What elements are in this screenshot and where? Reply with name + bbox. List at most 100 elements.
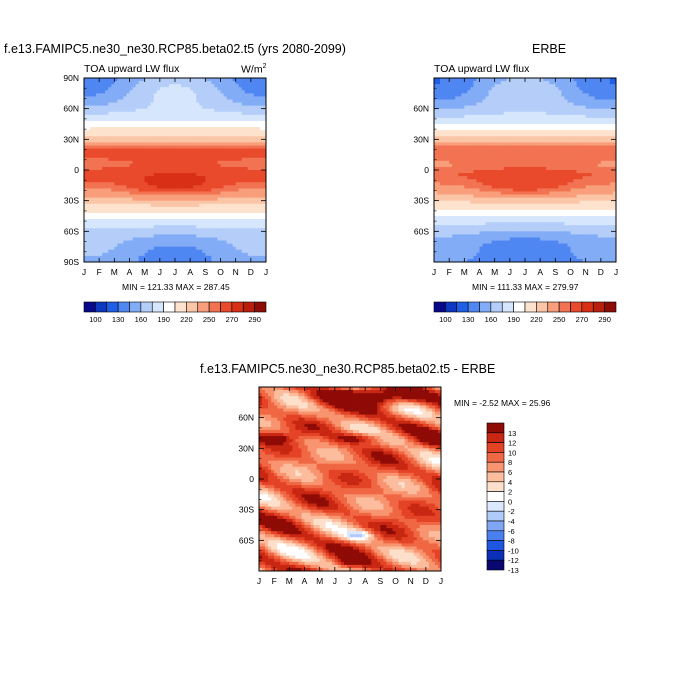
right-panel-cell: [449, 225, 453, 229]
left-panel-cell: [211, 219, 215, 223]
left-panel-cell: [211, 212, 215, 217]
right-panel-cell: [452, 185, 456, 189]
left-panel-cell: [156, 96, 161, 100]
right-panel-cell: [473, 151, 477, 156]
left-panel-cell: [102, 182, 106, 186]
left-panel-cell: [126, 151, 130, 156]
left-panel-cell: [193, 258, 197, 263]
left-panel-cell: [253, 84, 258, 88]
right-panel-cell: [476, 212, 480, 217]
left-panel-cell: [241, 136, 246, 140]
left-panel-cell: [108, 127, 112, 131]
left-panel-cell: [235, 78, 240, 82]
left-panel-cell: [202, 105, 206, 110]
right-panel-cell: [455, 157, 459, 162]
right-panel-cell: [452, 117, 456, 122]
left-panel-cell: [111, 87, 115, 91]
left-panel-cell: [178, 157, 182, 162]
left-panel-cell: [159, 78, 164, 82]
left-panel-cell: [235, 111, 240, 116]
left-panel-cell: [244, 84, 249, 88]
left-panel-cell: [126, 127, 130, 131]
right-panel-cell: [437, 179, 441, 183]
left-panel-cell: [162, 225, 167, 229]
left-panel-cell: [232, 124, 237, 128]
left-panel-cell: [205, 151, 209, 156]
left-panel-cell: [108, 93, 112, 97]
left-panel-cell: [156, 111, 161, 116]
right-panel-cell: [443, 222, 447, 226]
left-panel-cell: [193, 120, 197, 125]
left-panel-cell: [114, 200, 118, 205]
right-panel-cell: [452, 182, 456, 186]
right-panel-cell: [452, 127, 456, 131]
left-panel-cell: [126, 240, 130, 244]
left-panel-cell: [96, 203, 100, 208]
right-panel-cell: [455, 258, 459, 263]
left-panel-cell: [87, 148, 91, 152]
left-panel-cell: [156, 216, 161, 220]
left-panel-cell: [220, 90, 224, 94]
left-panel-cell: [262, 105, 267, 110]
left-panel-cell: [111, 194, 115, 198]
right-panel-cell: [446, 219, 450, 223]
right-panel-cell: [446, 188, 450, 192]
left-panel-cell: [147, 246, 152, 251]
left-panel-cell: [126, 163, 130, 168]
left-panel-cell: [129, 225, 133, 229]
left-panel-cell: [150, 191, 155, 195]
left-panel-cell: [241, 237, 246, 241]
left-panel-cell: [220, 188, 224, 192]
left-panel-cell: [123, 225, 127, 229]
right-panel-cell: [485, 182, 489, 186]
left-panel-cell: [132, 237, 136, 241]
left-panel-cell: [238, 228, 243, 232]
right-panel-cell: [455, 99, 459, 103]
left-panel-cell: [105, 176, 109, 180]
left-panel-cell: [211, 170, 215, 174]
left-panel-cell: [117, 136, 121, 140]
left-panel-cell: [99, 231, 103, 235]
left-panel-cell: [241, 114, 246, 119]
left-panel-cell: [262, 157, 267, 162]
right-panel-cell: [434, 258, 438, 263]
left-panel-cell: [165, 130, 170, 134]
left-panel-cell: [235, 90, 240, 94]
left-panel-cell: [202, 255, 206, 260]
left-panel-cell: [114, 120, 118, 125]
right-panel-cell: [491, 84, 496, 88]
left-panel-cell: [96, 105, 100, 110]
left-panel-cell: [84, 99, 88, 103]
right-panel-cell: [485, 222, 489, 226]
left-panel-cell: [229, 105, 234, 110]
left-panel-cell: [199, 120, 203, 125]
left-panel-cell: [220, 145, 224, 149]
left-panel-cell: [96, 209, 100, 214]
right-panel-cell: [467, 78, 471, 82]
left-panel-cell: [105, 151, 109, 156]
left-panel-cell: [217, 179, 221, 183]
left-panel-cell: [165, 102, 170, 106]
left-panel-cell: [211, 206, 215, 211]
left-panel-cell: [129, 84, 133, 88]
left-panel-cell: [232, 170, 237, 174]
left-panel-cell: [241, 90, 246, 94]
left-panel-cell: [250, 96, 255, 100]
right-panel-cell: [485, 240, 489, 244]
right-panel-cell: [449, 151, 453, 156]
left-panel-cell: [220, 114, 224, 119]
right-panel-cell: [446, 148, 450, 152]
left-panel-cell: [120, 225, 124, 229]
left-panel-cell: [84, 90, 88, 94]
left-panel-cell: [105, 219, 109, 223]
left-panel-cell: [168, 127, 173, 131]
left-panel-cell: [247, 252, 252, 257]
right-panel-cell: [485, 246, 489, 251]
left-panel-cell: [181, 78, 185, 82]
left-panel-cell: [190, 142, 194, 146]
left-panel-cell: [226, 133, 230, 137]
left-panel-cell: [256, 78, 261, 82]
left-panel-cell: [87, 179, 91, 183]
right-panel-cell: [476, 176, 480, 180]
left-panel-cell: [93, 209, 97, 214]
